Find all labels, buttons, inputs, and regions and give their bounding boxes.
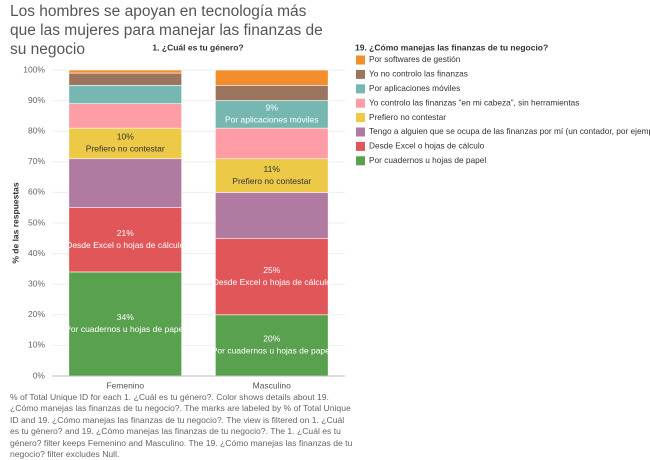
chart-title: Los hombres se apoyan en tecnología más … bbox=[10, 3, 323, 58]
bar-segment bbox=[68, 271, 182, 377]
bar-segment bbox=[215, 238, 329, 316]
legend-label: Desde Excel o hojas de cálculo bbox=[369, 141, 485, 151]
legend-label: Por cuadernos u hojas de papel bbox=[369, 155, 486, 165]
data-label: 25% bbox=[263, 265, 280, 275]
data-label-name: Por cuadernos u hojas de papel bbox=[65, 324, 185, 334]
bar-segment bbox=[215, 314, 329, 377]
footnote: % of Total Unique ID for each 1. ¿Cuál e… bbox=[10, 392, 353, 460]
legend-swatch bbox=[356, 141, 365, 151]
y-tick-label: 20% bbox=[28, 309, 45, 319]
y-tick-label: 40% bbox=[28, 248, 45, 258]
bar-segment bbox=[215, 69, 329, 86]
data-label: 34% bbox=[117, 312, 134, 322]
bar-segment bbox=[68, 158, 182, 209]
y-tick-label: 80% bbox=[28, 125, 45, 135]
legend-title: 19. ¿Cómo manejas las finanzas de tu neg… bbox=[355, 42, 548, 52]
x-tick-label: Femenino bbox=[106, 380, 144, 390]
column-header: 1. ¿Cuál es tu género? bbox=[152, 42, 243, 52]
data-label-name: Desde Excel o hojas de cálculo bbox=[213, 277, 331, 287]
data-label: 11% bbox=[264, 164, 281, 174]
legend-swatch bbox=[356, 98, 365, 108]
bar-segment bbox=[68, 207, 182, 273]
bar-segment bbox=[68, 85, 182, 104]
legend-swatch bbox=[356, 156, 365, 166]
legend-label: Yo controlo las finanzas “en mi cabeza”,… bbox=[369, 97, 579, 107]
bar-segment bbox=[215, 192, 329, 239]
x-tick-label: Masculino bbox=[253, 380, 292, 390]
bar-segment bbox=[68, 127, 182, 160]
legend-label: Por softwares de gestión bbox=[369, 54, 461, 64]
legend-label: Por aplicaciones móviles bbox=[369, 83, 460, 93]
y-tick-label: 100% bbox=[23, 64, 45, 74]
y-tick-label: 30% bbox=[28, 278, 45, 288]
legend-swatch bbox=[356, 55, 365, 65]
data-label: 20% bbox=[263, 334, 280, 344]
bar-segment bbox=[68, 72, 182, 86]
data-label: 10% bbox=[117, 132, 134, 142]
bar-segment bbox=[215, 127, 329, 160]
data-label-name: Desde Excel o hojas de cálculo bbox=[66, 240, 184, 250]
data-label: 21% bbox=[117, 228, 134, 238]
y-tick-label: 0% bbox=[33, 370, 46, 380]
bar-segment bbox=[68, 69, 182, 74]
bar-segment bbox=[215, 158, 329, 193]
legend-swatch bbox=[356, 127, 365, 137]
data-label: 9% bbox=[266, 103, 279, 113]
y-tick-label: 90% bbox=[28, 95, 45, 105]
data-label-name: Prefiero no contestar bbox=[232, 176, 311, 186]
legend-swatch bbox=[356, 84, 365, 94]
legend-label: Prefiero no contestar bbox=[369, 112, 446, 122]
y-axis-label: % de las respuestas bbox=[10, 182, 20, 264]
data-label-name: Prefiero no contestar bbox=[86, 144, 165, 154]
legend-label: Yo no controlo las finanzas bbox=[369, 69, 468, 79]
bar-segment bbox=[215, 85, 329, 101]
y-tick-label: 60% bbox=[28, 187, 45, 197]
bar-segment bbox=[68, 103, 182, 129]
legend-label: Tengo a alguien que se ocupa de las fina… bbox=[369, 126, 650, 136]
y-tick-label: 10% bbox=[28, 340, 45, 350]
data-label-name: Por aplicaciones móviles bbox=[225, 115, 319, 125]
y-tick-label: 50% bbox=[28, 217, 45, 227]
legend-swatch bbox=[356, 69, 365, 79]
y-tick-label: 70% bbox=[28, 156, 45, 166]
data-label-name: Por cuadernos u hojas de papel bbox=[212, 346, 332, 356]
legend-swatch bbox=[356, 113, 365, 123]
